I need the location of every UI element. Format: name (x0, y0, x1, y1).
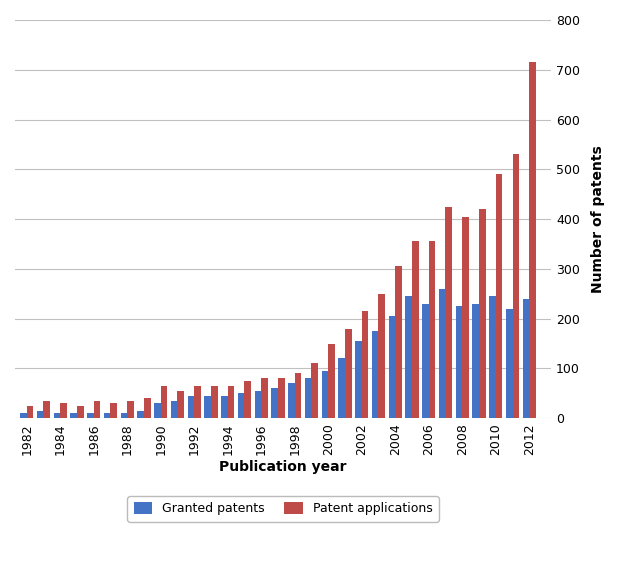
Bar (27, 406, 33, 418)
Bar (53, 413, 60, 418)
Bar (446, 207, 452, 418)
Bar (294, 374, 301, 418)
Bar (422, 304, 429, 418)
Bar (395, 266, 402, 418)
Bar (94, 401, 100, 418)
Bar (463, 217, 469, 418)
Bar (20, 413, 27, 418)
Bar (361, 311, 368, 418)
Bar (77, 406, 84, 418)
Bar (221, 396, 228, 418)
Bar (456, 306, 463, 418)
Bar (439, 289, 446, 418)
Bar (87, 413, 94, 418)
Bar (322, 371, 328, 418)
Bar (311, 363, 318, 418)
Bar (70, 413, 77, 418)
Bar (328, 344, 335, 418)
Bar (479, 209, 485, 418)
Bar (305, 378, 311, 418)
Bar (489, 296, 496, 418)
Bar (372, 331, 378, 418)
Bar (389, 316, 395, 418)
Bar (412, 241, 418, 418)
Bar (513, 154, 519, 418)
Bar (177, 391, 184, 418)
Bar (104, 413, 110, 418)
Bar (429, 241, 435, 418)
Bar (405, 296, 412, 418)
Bar (194, 386, 201, 418)
X-axis label: Publication year: Publication year (219, 461, 347, 474)
Bar (37, 411, 43, 418)
Bar (161, 386, 167, 418)
Bar (255, 391, 261, 418)
Bar (339, 359, 345, 418)
Bar (272, 388, 278, 418)
Bar (137, 411, 144, 418)
Bar (244, 381, 251, 418)
Bar (238, 393, 244, 418)
Bar (261, 378, 268, 418)
Bar (120, 413, 127, 418)
Bar (345, 328, 352, 418)
Bar (496, 174, 502, 418)
Bar (170, 401, 177, 418)
Bar (43, 401, 50, 418)
Bar (187, 396, 194, 418)
Bar (355, 341, 361, 418)
Bar (154, 403, 161, 418)
Y-axis label: Number of patents: Number of patents (591, 145, 605, 293)
Bar (228, 386, 234, 418)
Bar (506, 309, 513, 418)
Bar (523, 299, 529, 418)
Bar (529, 62, 536, 418)
Legend: Granted patents, Patent applications: Granted patents, Patent applications (128, 496, 438, 521)
Bar (204, 396, 211, 418)
Bar (378, 294, 385, 418)
Bar (278, 378, 285, 418)
Bar (127, 401, 134, 418)
Bar (60, 403, 67, 418)
Bar (110, 403, 117, 418)
Bar (144, 398, 151, 418)
Bar (472, 304, 479, 418)
Bar (211, 386, 218, 418)
Bar (288, 383, 294, 418)
